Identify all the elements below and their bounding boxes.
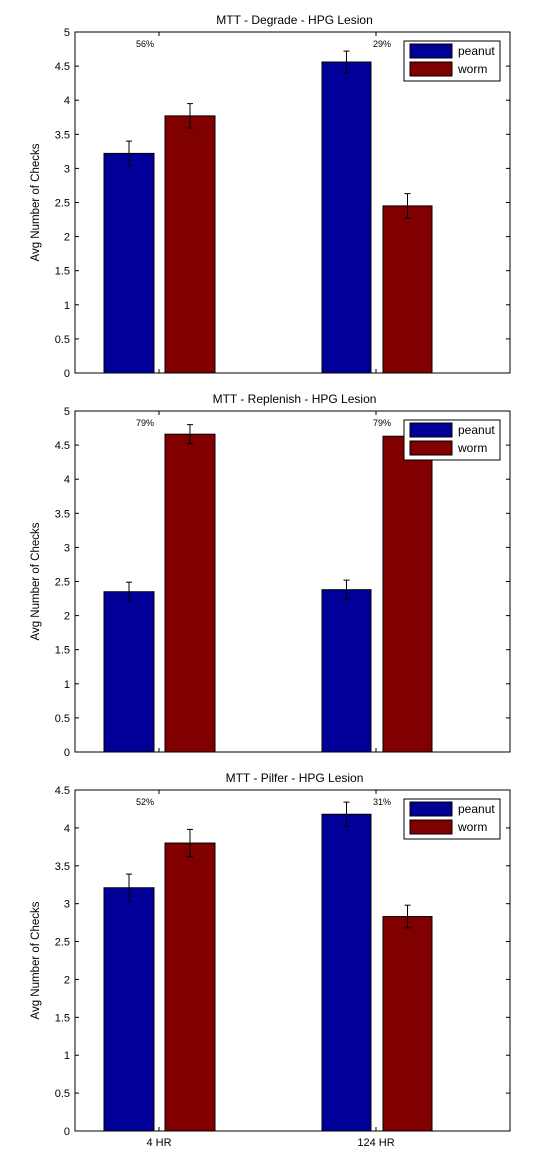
bar-worm-1: [164, 115, 216, 374]
y-tick-label: 0: [64, 1126, 70, 1138]
y-tick-label: 4.5: [55, 785, 70, 797]
legend-label-peanut: peanut: [458, 423, 495, 437]
y-axis-label: Avg Number of Checks: [30, 522, 42, 640]
chart-panel-3: MTT - Pilfer - HPG Lesion Avg Number of C…: [30, 771, 511, 1149]
y-tick-label: 0.5: [55, 713, 70, 725]
y-tick-label: 4.5: [55, 61, 70, 73]
y-tick-label: 2.5: [55, 198, 70, 210]
bar-peanut-2: [321, 813, 372, 1132]
y-tick-label: 1.5: [55, 645, 70, 657]
chart-title: MTT - Degrade - HPG Lesion: [216, 13, 373, 27]
y-tick-label: 2.5: [55, 577, 70, 589]
y-tick-label: 3.5: [55, 129, 70, 141]
y-tick-label: 1: [64, 1050, 70, 1062]
bar-worm-2: [382, 435, 433, 753]
y-tick-label: 2.5: [55, 937, 70, 949]
y-tick-label: 1: [64, 300, 70, 312]
bar-peanut-2: [321, 61, 372, 374]
percent-annotation: 56%: [136, 39, 154, 49]
y-tick-label: 0.5: [55, 334, 70, 346]
bar-peanut-1: [103, 887, 155, 1132]
legend-swatch-peanut: [409, 43, 453, 59]
percent-annotation: 79%: [136, 418, 154, 428]
legend-label-worm: worm: [457, 62, 487, 76]
legend-label-peanut: peanut: [458, 44, 495, 58]
percent-annotation: 52%: [136, 797, 154, 807]
percent-annotation: 31%: [373, 797, 391, 807]
percent-annotation: 79%: [373, 418, 391, 428]
percent-annotation: 29%: [373, 39, 391, 49]
bar-peanut-1: [103, 152, 155, 374]
axes-box: [74, 789, 511, 1132]
bar-peanut-1: [103, 591, 155, 753]
y-tick-label: 5: [64, 406, 70, 418]
legend-label-peanut: peanut: [458, 802, 495, 816]
y-tick-label: 3: [64, 542, 70, 554]
bar-peanut-2: [321, 589, 372, 753]
y-tick-label: 3.5: [55, 861, 70, 873]
chart-title: MTT - Pilfer - HPG Lesion: [226, 771, 364, 785]
legend-swatch-worm: [409, 61, 453, 77]
bar-worm-2: [382, 205, 433, 374]
bar-worm-1: [164, 433, 216, 753]
y-tick-label: 0: [64, 368, 70, 380]
bar-worm-1: [164, 842, 216, 1132]
legend-swatch-worm: [409, 440, 453, 456]
y-tick-label: 4: [64, 95, 70, 107]
chart-title: MTT - Replenish - HPG Lesion: [213, 392, 377, 406]
y-tick-label: 2: [64, 232, 70, 244]
y-tick-label: 3.5: [55, 508, 70, 520]
legend-swatch-peanut: [409, 422, 453, 438]
y-tick-label: 2: [64, 974, 70, 986]
legend: peanut worm: [403, 798, 501, 840]
y-tick-label: 4.5: [55, 440, 70, 452]
y-tick-label: 4: [64, 823, 70, 835]
y-tick-label: 0.5: [55, 1088, 70, 1100]
legend-label-worm: worm: [457, 820, 487, 834]
x-tick-label: 124 HR: [357, 1137, 394, 1149]
x-tick-label: 4 HR: [146, 1137, 171, 1149]
legend-swatch-worm: [409, 819, 453, 835]
y-tick-label: 1.5: [55, 1012, 70, 1024]
legend: peanut worm: [403, 419, 501, 461]
y-tick-label: 1.5: [55, 266, 70, 278]
y-tick-label: 5: [64, 27, 70, 39]
y-tick-label: 3: [64, 899, 70, 911]
y-tick-label: 2: [64, 611, 70, 623]
chart-panel-1: MTT - Degrade - HPG Lesion Avg Number of …: [30, 13, 511, 380]
legend: peanut worm: [403, 40, 501, 82]
y-axis-label: Avg Number of Checks: [30, 143, 42, 261]
legend-label-worm: worm: [457, 441, 487, 455]
chart-panel-2: MTT - Replenish - HPG Lesion Avg Number o…: [30, 392, 511, 759]
y-tick-label: 0: [64, 747, 70, 759]
y-tick-label: 3: [64, 163, 70, 175]
y-tick-label: 4: [64, 474, 70, 486]
y-axis-label: Avg Number of Checks: [30, 901, 42, 1019]
legend-swatch-peanut: [409, 801, 453, 817]
y-tick-label: 1: [64, 679, 70, 691]
bar-worm-2: [382, 916, 433, 1132]
